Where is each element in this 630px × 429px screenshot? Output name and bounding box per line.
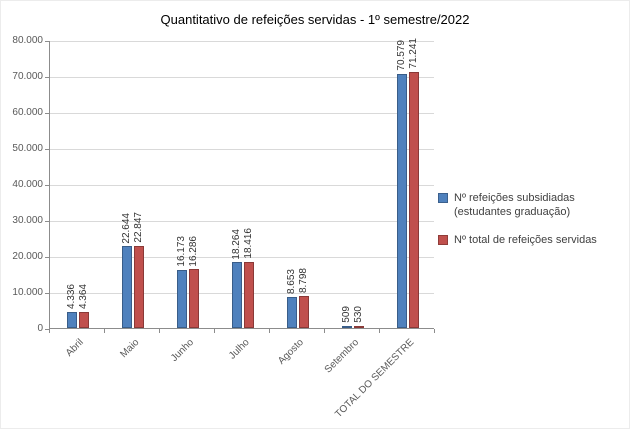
y-axis-tick (45, 221, 49, 222)
x-axis-category-label: Abril (64, 337, 87, 359)
legend-label-subsidized: Nº refeições subsidiadas (estudantes gra… (454, 192, 575, 219)
x-axis-category-label: Maio (118, 337, 142, 361)
gridline (50, 149, 434, 150)
y-axis-tick-label: 70.000 (12, 71, 43, 82)
bar-total (353, 326, 364, 328)
bar-total (298, 296, 309, 328)
y-axis-tick (45, 257, 49, 258)
bar-value-label: 71.241 (407, 37, 419, 69)
x-axis-tick (214, 329, 215, 333)
x-axis-category-label: Julho (226, 337, 252, 362)
legend: Nº refeições subsidiadas (estudantes gra… (438, 191, 626, 247)
y-axis-tick-label: 0 (37, 323, 43, 334)
legend-item-subsidized: Nº refeições subsidiadas (estudantes gra… (438, 191, 626, 220)
gridline (50, 257, 434, 258)
bar-value-label: 18.264 (230, 228, 242, 260)
legend-label-total: Nº total de refeições servidas (454, 233, 597, 246)
x-axis-category-label: Junho (169, 337, 197, 365)
bar-subsidized (231, 262, 242, 328)
y-axis-tick-label: 10.000 (12, 287, 43, 298)
chart-title: Quantitativo de refeições servidas - 1º … (160, 12, 470, 27)
plot-area: 4.336 4.364 22.644 22.847 16.173 16.286 18.264… (49, 37, 434, 329)
y-axis-tick (45, 329, 49, 330)
legend-item-total: Nº total de refeições servidas (438, 233, 626, 247)
gridline (50, 77, 434, 78)
y-axis-tick (45, 293, 49, 294)
bar-subsidized (341, 326, 352, 328)
bar-total (408, 71, 419, 328)
gridline (50, 185, 434, 186)
x-axis-tick (324, 329, 325, 333)
bar-value-label: 8.798 (297, 268, 309, 294)
y-axis-tick (45, 77, 49, 78)
gridline (50, 113, 434, 114)
x-axis-category-label: Setembro (322, 337, 362, 376)
y-axis-tick (45, 41, 49, 42)
bar-total (133, 245, 144, 328)
x-axis-category-label: Agosto (276, 337, 307, 367)
y-axis-tick (45, 185, 49, 186)
bar-value-label: 22.847 (132, 212, 144, 243)
bar-value-label: 22.644 (120, 212, 132, 244)
x-axis-tick (269, 329, 270, 333)
bar-subsidized (286, 296, 297, 328)
y-axis-tick-label: 80.000 (12, 35, 43, 46)
bar-value-label: 16.286 (187, 235, 199, 267)
x-axis-tick (159, 329, 160, 333)
y-axis-tick-label: 20.000 (12, 251, 43, 262)
bar-value-label: 530 (352, 306, 364, 323)
bar-value-label: 509 (340, 306, 352, 323)
bar-total (78, 312, 89, 328)
bar-value-label: 16.173 (175, 236, 187, 267)
bar-value-label: 70.579 (395, 40, 407, 71)
legend-swatch-blue (438, 193, 448, 203)
bar-value-label: 18.416 (242, 228, 254, 259)
bar-subsidized (66, 312, 77, 328)
y-axis-tick-label: 30.000 (12, 215, 43, 226)
x-axis-tick (379, 329, 380, 333)
gridline (50, 41, 434, 42)
x-axis-tick (49, 329, 50, 333)
bar-total (188, 269, 199, 328)
bar-total (243, 261, 254, 328)
x-axis-tick (104, 329, 105, 333)
x-axis-tick (434, 329, 435, 333)
gridline (50, 221, 434, 222)
gridline (50, 293, 434, 294)
legend-swatch-red (438, 234, 448, 245)
bar-subsidized (121, 246, 132, 328)
y-axis-tick (45, 113, 49, 114)
bar-value-label: 8.653 (285, 268, 297, 294)
y-axis-tick (45, 149, 49, 150)
bar-value-label: 4.364 (77, 284, 89, 310)
bar-subsidized (176, 269, 187, 328)
y-axis-tick-label: 60.000 (12, 107, 43, 118)
y-axis-tick-label: 40.000 (12, 179, 43, 190)
y-axis-tick-label: 50.000 (12, 143, 43, 154)
bar-subsidized (396, 73, 407, 328)
bar-value-label: 4.336 (65, 284, 77, 310)
